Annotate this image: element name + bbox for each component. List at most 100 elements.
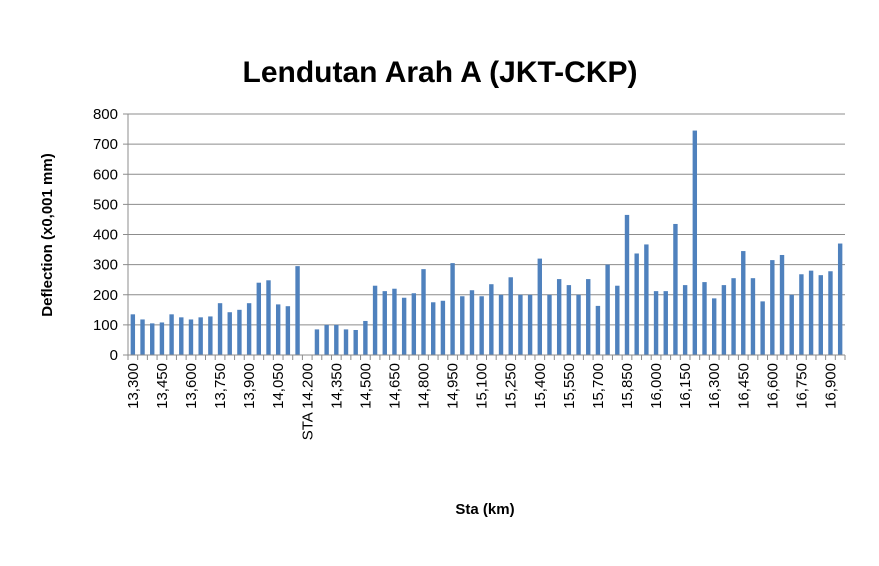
bar	[692, 130, 698, 355]
x-tick-label: 14,950	[445, 363, 462, 409]
bar	[275, 304, 281, 355]
bar	[256, 282, 262, 355]
bar	[828, 271, 833, 355]
bar	[595, 305, 601, 355]
bar	[711, 298, 717, 355]
bar	[411, 293, 417, 355]
y-tick-label: 800	[93, 106, 118, 123]
bar	[489, 284, 494, 355]
x-tick-label: 15,250	[503, 363, 520, 409]
bar	[605, 264, 610, 355]
bar	[217, 303, 223, 355]
bar	[566, 285, 572, 355]
bar	[421, 269, 426, 355]
y-tick-label: 400	[93, 227, 118, 244]
x-tick-label: STA 14.200	[299, 363, 316, 440]
bar	[644, 244, 649, 355]
x-tick-label: 13,600	[183, 363, 200, 409]
bar	[508, 277, 513, 355]
bar	[527, 294, 533, 355]
bar	[334, 324, 339, 355]
x-tick-label: 14,800	[416, 363, 433, 409]
bar	[624, 214, 630, 355]
bar	[208, 316, 213, 355]
bar	[479, 296, 484, 355]
bar	[770, 260, 775, 355]
bar	[343, 329, 349, 355]
bar	[731, 278, 736, 355]
x-tick-label: 13,900	[241, 363, 258, 409]
bar	[314, 329, 320, 355]
bar	[372, 285, 378, 355]
bar	[682, 285, 688, 355]
x-tick-label: 13,750	[212, 363, 229, 409]
bar	[179, 317, 184, 355]
bar	[750, 278, 756, 355]
x-tick-label: 13,300	[125, 363, 142, 409]
x-tick-label: 15,700	[590, 363, 607, 409]
y-axis-label: Deflection (x0,001 mm)	[39, 153, 56, 316]
bar	[837, 243, 843, 355]
chart-title: Lendutan Arah A (JKT-CKP)	[243, 56, 638, 89]
bar	[556, 279, 562, 355]
x-tick-label: 15,100	[474, 363, 491, 409]
x-tick-label: 14,500	[357, 363, 374, 409]
y-tick-label: 500	[93, 196, 118, 213]
bar	[382, 291, 387, 355]
bar	[431, 302, 436, 355]
bar	[663, 291, 668, 355]
bar	[266, 280, 271, 355]
y-tick-label: 200	[93, 287, 118, 304]
bar	[401, 297, 407, 355]
bar	[547, 294, 552, 355]
bar	[721, 285, 727, 355]
x-tick-label: 16,000	[648, 363, 665, 409]
x-tick-label: 15,550	[561, 363, 578, 409]
bar	[392, 288, 397, 355]
bar	[741, 251, 746, 355]
bar	[615, 285, 620, 355]
bar	[159, 322, 165, 355]
x-tick-label: 15,400	[532, 363, 549, 409]
bar	[440, 300, 446, 355]
x-tick-label: 16,600	[764, 363, 781, 409]
bar	[130, 314, 136, 355]
bar	[702, 282, 707, 355]
y-tick-label: 100	[93, 317, 118, 334]
x-tick-label: 16,300	[706, 363, 723, 409]
x-tick-label: 16,750	[793, 363, 810, 409]
bar	[634, 253, 639, 355]
bar	[537, 258, 542, 355]
bar	[808, 270, 814, 355]
y-tick-label: 0	[110, 347, 118, 364]
bar	[295, 266, 300, 355]
bar	[789, 294, 794, 355]
x-tick-label: 14,350	[328, 363, 345, 409]
x-tick-label: 16,450	[735, 363, 752, 409]
bar	[576, 294, 581, 355]
bar	[198, 317, 203, 355]
x-tick-label: 16,900	[822, 363, 839, 409]
bar	[169, 314, 174, 355]
bar	[460, 296, 465, 355]
x-tick-label: 15,850	[619, 363, 636, 409]
bar	[246, 303, 252, 355]
bar	[450, 263, 455, 355]
bar	[779, 254, 785, 355]
x-axis-label: Sta (km)	[455, 501, 514, 518]
bar	[227, 312, 232, 355]
bar	[150, 323, 155, 355]
bar	[353, 329, 358, 355]
bar	[324, 324, 329, 355]
bar	[237, 309, 242, 355]
bar	[653, 291, 659, 355]
bar	[799, 274, 804, 355]
bar	[673, 223, 678, 355]
bar	[760, 301, 765, 355]
bar	[285, 306, 291, 355]
bar	[498, 294, 504, 355]
y-tick-label: 700	[93, 136, 118, 153]
y-tick-label: 600	[93, 166, 118, 183]
x-tick-label: 14,050	[270, 363, 287, 409]
